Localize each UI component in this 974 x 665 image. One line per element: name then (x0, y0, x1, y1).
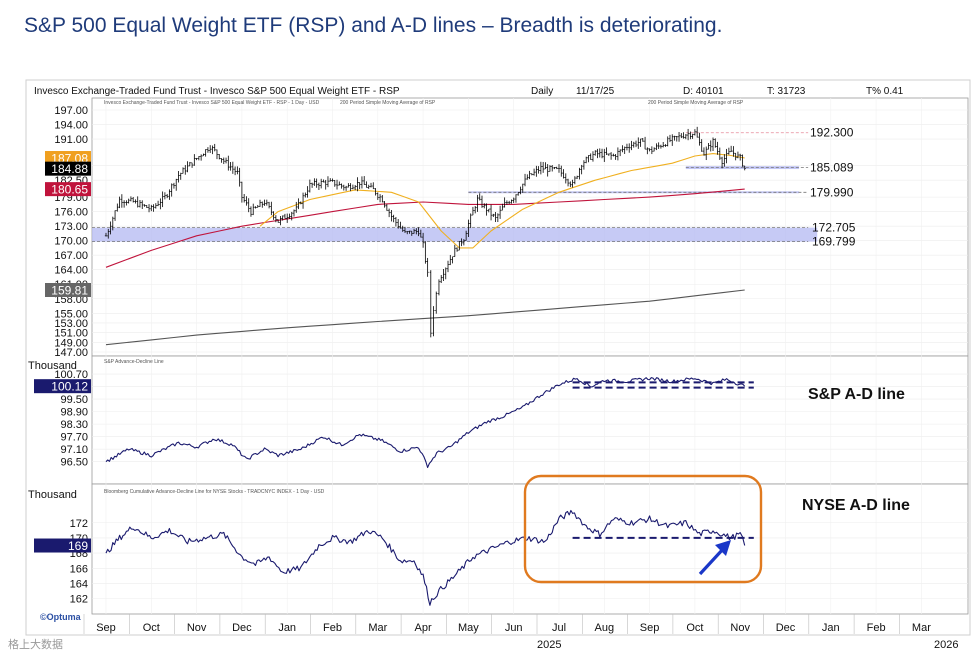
breakdown-arrow-head (715, 540, 731, 556)
x-month-label: Jan (278, 622, 296, 634)
sp-ad-caption: S&P Advance-Decline Line (104, 359, 164, 365)
ad-last-tag-label: 169 (68, 539, 88, 553)
nyse-highlight-box (523, 474, 763, 584)
x-month-label: Nov (187, 622, 207, 634)
y-tick-label: 194.00 (54, 120, 88, 132)
ma50-line (259, 153, 745, 249)
nyse-ad-caption: Bloomberg Cumulative Advance-Decline Lin… (104, 489, 325, 495)
footer-watermark: 格上大数据 (8, 639, 63, 651)
price-tag (45, 161, 91, 176)
ad-last-tag-label: 100.12 (51, 380, 88, 394)
sp-ad-unit-label: Thousand (28, 360, 77, 372)
y-tick-label: 166 (70, 563, 88, 575)
y-tick-label: 100.70 (54, 369, 88, 381)
price-panel-ma-legend: 200 Period Simple Moving Average of RSP (340, 100, 436, 106)
x-month-label: Oct (686, 622, 703, 634)
y-tick-label: 98.90 (60, 407, 88, 419)
price-tag-label: 180.65 (51, 183, 88, 197)
y-tick-label: 162 (70, 594, 88, 606)
ma200-line (105, 188, 745, 268)
level-label: 172.705 (812, 221, 856, 235)
x-month-label: Jun (505, 622, 523, 634)
level-label: 185.089 (810, 161, 854, 175)
header-d-value: D: 40101 (683, 86, 724, 97)
y-tick-label: 173.00 (54, 221, 88, 233)
level-label: 169.799 (812, 235, 856, 249)
y-tick-label: 97.10 (60, 444, 88, 456)
price-panel-right-legend: 200 Period Simple Moving Average of RSP (648, 100, 744, 106)
optuma-watermark: ©Optuma (40, 612, 81, 622)
y-tick-label: 155.00 (54, 308, 88, 320)
x-month-label: Feb (323, 622, 342, 634)
x-month-label: Mar (368, 622, 387, 634)
sp-ad-panel (91, 355, 969, 485)
y-tick-label: 191.00 (54, 134, 88, 146)
ad-last-tag (34, 538, 91, 553)
x-month-label: Mar (912, 622, 931, 634)
x-month-label: Dec (776, 622, 796, 634)
header-fund-name: Invesco Exchange-Traded Fund Trust - Inv… (34, 86, 400, 97)
y-tick-label: 99.50 (60, 394, 88, 406)
y-tick-label: 147.00 (54, 347, 88, 359)
y-tick-label: 97.70 (60, 432, 88, 444)
nyse-ad-panel (91, 483, 969, 615)
nyse-ad-annotation: NYSE A-D line (802, 497, 910, 514)
year-label-2025: 2025 (537, 639, 561, 651)
x-month-label: Sep (96, 622, 116, 634)
y-tick-label: 172 (70, 518, 88, 530)
level-label: 192.300 (810, 126, 854, 140)
y-tick-label: 167.00 (54, 250, 88, 262)
y-tick-label: 197.00 (54, 105, 88, 117)
x-month-label: May (458, 622, 479, 634)
x-month-label: Apr (415, 622, 432, 634)
x-month-label: Jul (552, 622, 566, 634)
price-tag (45, 182, 91, 197)
y-tick-label: 96.50 (60, 457, 88, 469)
header-period: Daily (531, 86, 553, 97)
x-month-label: Feb (867, 622, 886, 634)
sp-ad-annotation: S&P A-D line (808, 386, 905, 403)
x-month-label: Jan (822, 622, 840, 634)
level-label: 179.990 (810, 185, 854, 199)
y-tick-label: 153.00 (54, 318, 88, 330)
price-bars (104, 126, 746, 338)
header-t-value: T: 31723 (767, 86, 806, 97)
price-tag (45, 151, 91, 166)
support-band (92, 227, 818, 242)
price-tag (45, 282, 91, 297)
breakdown-arrow-shaft (698, 546, 726, 576)
y-tick-label: 176.00 (54, 207, 88, 219)
y-tick-label: 170.00 (54, 236, 88, 248)
x-month-label: Sep (640, 622, 660, 634)
x-month-label: Aug (595, 622, 615, 634)
x-month-label: Nov (730, 622, 750, 634)
sp-ad-line (105, 377, 746, 469)
year-label-2026: 2026 (934, 639, 958, 651)
y-tick-label: 151.00 (54, 328, 88, 340)
y-tick-label: 149.00 (54, 337, 88, 349)
header-date: 11/17/25 (576, 86, 615, 97)
nyse-ad-unit-label: Thousand (28, 489, 77, 501)
x-month-label: Dec (232, 622, 252, 634)
price-panel-caption: Invesco Exchange-Traded Fund Trust - Inv… (104, 100, 320, 106)
ma-long-line (105, 289, 745, 346)
x-month-label: Oct (143, 622, 160, 634)
slide-title: S&P 500 Equal Weight ETF (RSP) and A-D l… (24, 14, 723, 37)
nyse-ad-line (105, 509, 746, 606)
ad-last-tag (34, 379, 91, 394)
y-tick-label: 164 (70, 578, 88, 590)
y-tick-label: 164.00 (54, 265, 88, 277)
header-tpct-value: T% 0.41 (866, 86, 904, 97)
price-tag-label: 159.81 (51, 283, 88, 297)
y-tick-label: 98.30 (60, 419, 88, 431)
price-tag-label: 184.88 (51, 162, 88, 176)
